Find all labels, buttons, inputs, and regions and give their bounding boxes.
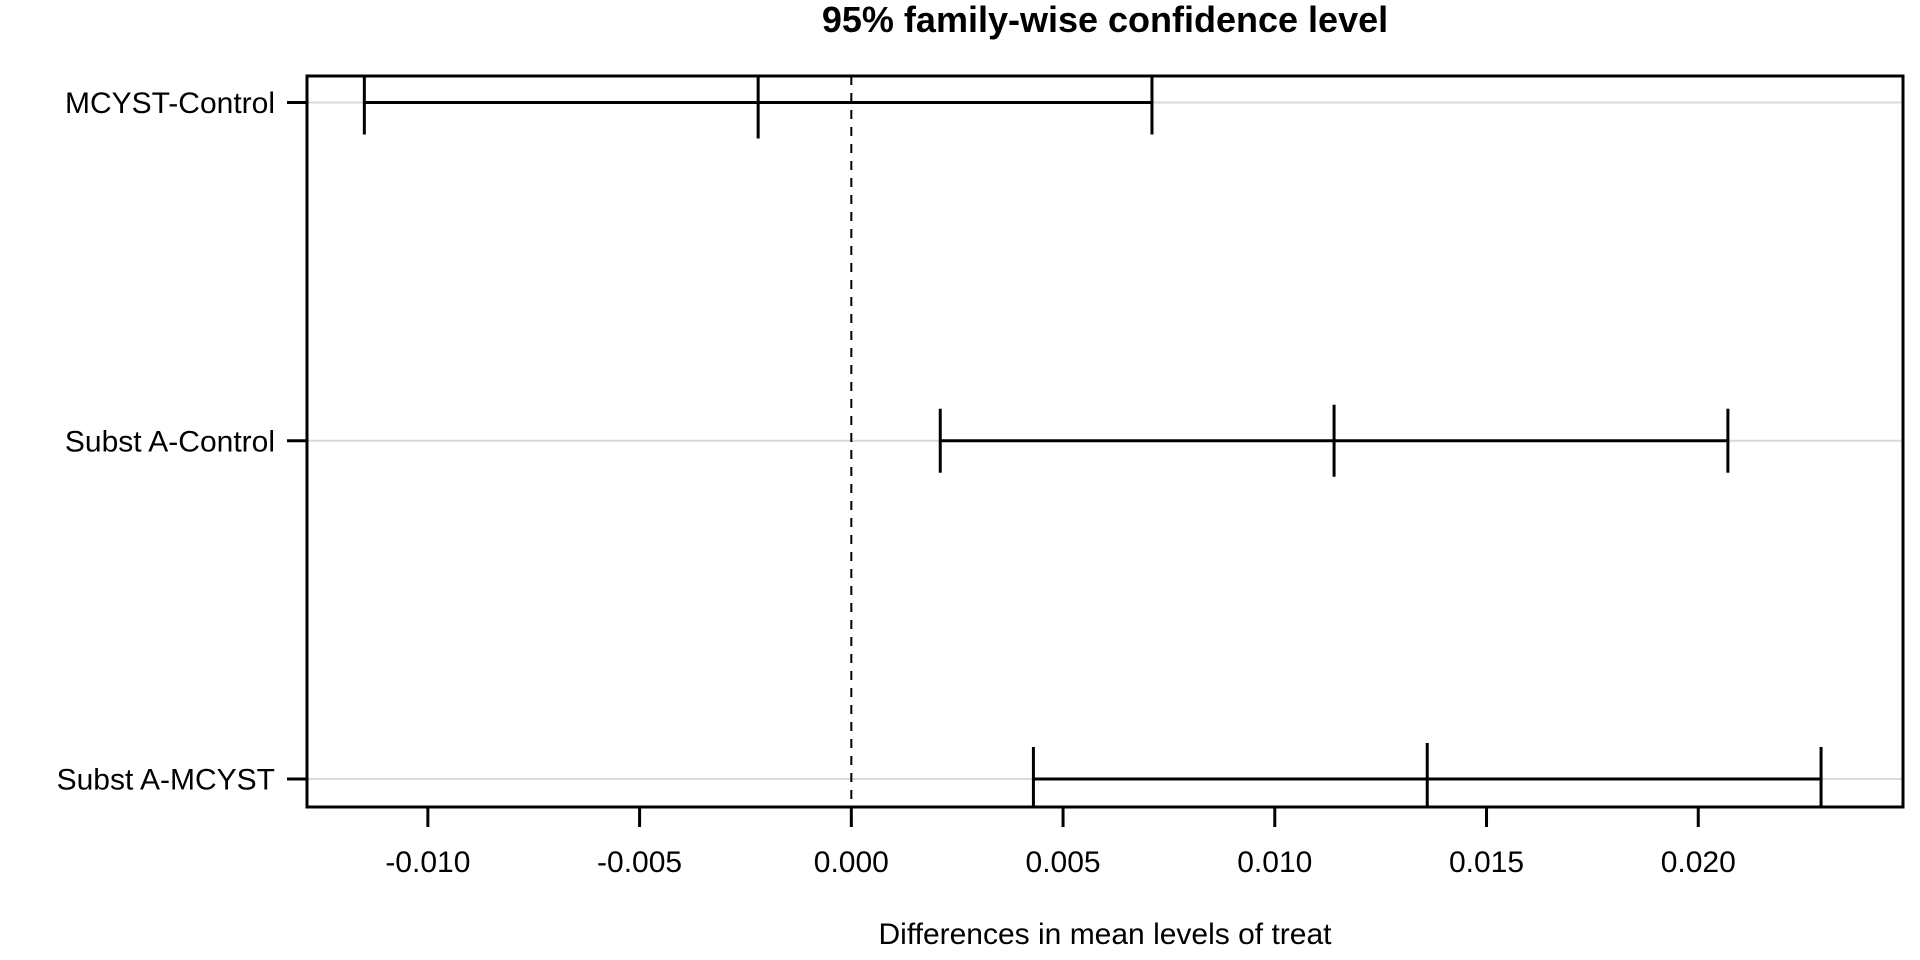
axes-layer: -0.010 -0.005 0.000 0.005 0.010 0.015 0.020 MCY… xyxy=(57,87,1736,879)
y-tick-label: Subst A-MCYST xyxy=(57,764,275,797)
x-tick-label: 0.000 xyxy=(814,846,889,879)
chart-title: 95% family-wise confidence level xyxy=(822,0,1388,40)
x-axis-label: Differences in mean levels of treat xyxy=(878,918,1332,951)
x-tick-label: -0.010 xyxy=(385,846,470,879)
plot-border-box xyxy=(305,74,1905,809)
x-tick-label: -0.005 xyxy=(597,846,682,879)
y-tick-label: MCYST-Control xyxy=(65,87,275,120)
y-tick-label: Subst A-Control xyxy=(65,425,275,458)
x-tick-label: 0.020 xyxy=(1661,846,1736,879)
intervals-layer xyxy=(362,76,1823,807)
x-tick-label: 0.010 xyxy=(1237,846,1312,879)
x-tick-label: 0.015 xyxy=(1449,846,1524,879)
x-tick-label: 0.005 xyxy=(1026,846,1101,879)
